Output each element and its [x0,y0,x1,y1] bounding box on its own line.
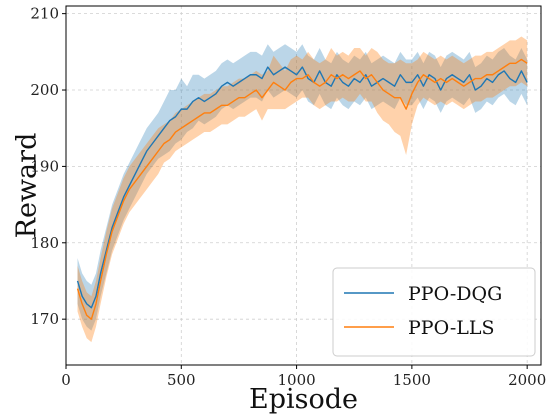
y-tick-label: 190 [30,157,59,175]
y-tick-label: 200 [30,81,59,99]
legend-box [332,267,536,357]
x-tick-label: 0 [61,371,71,389]
y-tick-label: 210 [30,5,59,23]
x-axis-title: Episode [249,384,358,415]
plot-frame [65,5,542,366]
legend-label-ppo-lls: PPO-LLS [408,317,495,339]
band-ppo-lls [77,36,528,343]
axis-ticks: 0 500 1000 1500 2000 170 180 190 200 210 [30,5,546,389]
x-tick-label: 1000 [277,371,315,389]
series-lines [76,58,528,320]
series-line-ppo-lls [76,58,528,320]
x-tick-label: 2000 [508,371,546,389]
grid [65,6,541,365]
y-tick-label: 170 [30,310,59,328]
x-tick-label: 1500 [393,371,431,389]
series-line-ppo-dqg [76,66,528,309]
x-tick-label: 500 [167,371,196,389]
confidence-bands [77,36,528,343]
legend-label-ppo-dqg: PPO-DQG [408,283,502,305]
y-tick-label: 180 [30,234,59,252]
band-ppo-dqg [77,44,528,331]
y-axis-title: Reward [11,133,42,239]
legend: PPO-DQG PPO-LLS [332,267,536,357]
